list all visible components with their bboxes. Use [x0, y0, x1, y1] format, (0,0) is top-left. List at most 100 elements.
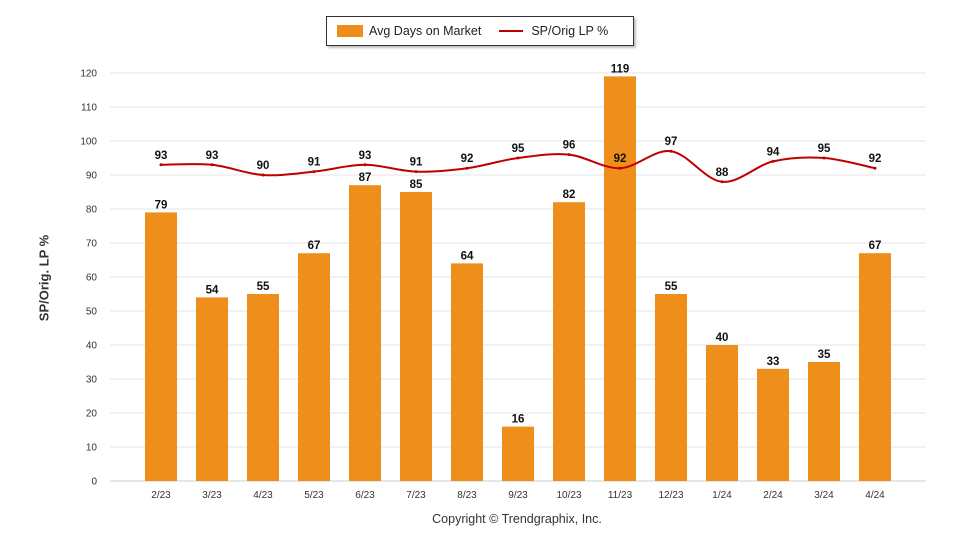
- x-tick-label: 10/23: [556, 490, 581, 501]
- legend: Avg Days on Market SP/Orig LP %: [326, 16, 634, 46]
- bar-data-label: 85: [410, 179, 423, 191]
- bar: [196, 297, 228, 481]
- bar: [145, 212, 177, 481]
- x-tick-label: 11/23: [608, 490, 633, 501]
- bar-data-label: 87: [359, 172, 372, 184]
- line-point: [771, 159, 775, 163]
- legend-item-line: SP/Orig LP %: [481, 24, 608, 38]
- bar: [349, 185, 381, 481]
- y-tick-label: 80: [86, 205, 98, 216]
- line-data-label: 91: [308, 157, 321, 169]
- y-tick-label: 0: [91, 477, 97, 488]
- bar-data-label: 35: [818, 349, 831, 361]
- bar-data-label: 40: [716, 332, 729, 344]
- legend-bar-label: Avg Days on Market: [369, 24, 482, 38]
- y-tick-label: 120: [80, 69, 97, 80]
- line-data-label: 93: [206, 150, 219, 162]
- legend-bar-swatch: [337, 25, 363, 37]
- x-tick-label: 12/23: [658, 490, 683, 501]
- line-point: [669, 149, 673, 153]
- bar: [451, 263, 483, 481]
- line-point: [720, 180, 724, 184]
- y-tick-label: 20: [86, 409, 98, 420]
- legend-line-swatch: [499, 30, 524, 32]
- bar-data-label: 55: [257, 281, 270, 293]
- x-tick-label: 4/23: [253, 490, 273, 501]
- x-tick-label: 1/24: [712, 490, 732, 501]
- line-data-label: 88: [716, 167, 729, 179]
- bar-data-label: 33: [767, 356, 780, 368]
- x-axis-ticks: 2/23 3/23 4/23 5/23 6/23 7/23 8/23 9/23 10/23 11/…: [151, 490, 885, 501]
- bar-data-label: 55: [665, 281, 678, 293]
- y-tick-label: 90: [86, 171, 98, 182]
- bar: [655, 294, 687, 481]
- x-tick-label: 7/23: [406, 490, 426, 501]
- line-point: [159, 163, 163, 167]
- x-tick-label: 2/23: [151, 490, 171, 501]
- y-tick-label: 100: [80, 137, 97, 148]
- x-tick-label: 6/23: [355, 490, 375, 501]
- line-data-label: 91: [410, 157, 423, 169]
- line-point: [363, 163, 367, 167]
- y-axis-ticks: 0 10 20 30 40 50 60 70 80 90 100 110 120: [80, 69, 97, 488]
- bar-data-label: 67: [869, 240, 882, 252]
- line-point: [873, 166, 877, 170]
- x-tick-label: 8/23: [457, 490, 477, 501]
- bar: [604, 76, 636, 482]
- legend-line-label: SP/Orig LP %: [531, 24, 609, 38]
- line-data-label: 94: [767, 146, 780, 158]
- bar-data-label: 67: [308, 240, 321, 252]
- x-tick-label: 2/24: [763, 490, 783, 501]
- y-tick-label: 60: [86, 273, 98, 284]
- line-series: [159, 149, 877, 184]
- line-point: [465, 166, 469, 170]
- bar: [757, 368, 789, 481]
- x-tick-label: 9/23: [508, 490, 528, 501]
- bar: [502, 426, 534, 481]
- y-tick-label: 110: [81, 103, 97, 114]
- line-point: [414, 170, 418, 174]
- line-data-label: 96: [563, 140, 576, 152]
- y-tick-label: 30: [86, 375, 98, 386]
- line-point: [210, 163, 214, 167]
- bar: [859, 253, 891, 481]
- legend-item-bar: Avg Days on Market: [327, 24, 481, 38]
- line-data-label: 92: [461, 153, 474, 165]
- y-tick-label: 70: [86, 239, 98, 250]
- bar-data-labels: 79 54 55 67 87 85 64 16 82 119 55 40 33 35 67: [155, 63, 882, 425]
- y-axis-label: SP/Orig. LP %: [36, 234, 52, 322]
- bar-data-label: 119: [611, 63, 630, 75]
- x-tick-label: 4/24: [865, 490, 885, 501]
- line-point: [822, 156, 826, 160]
- line-data-label: 92: [869, 153, 882, 165]
- line-data-label: 95: [818, 143, 831, 155]
- bar-series: [145, 76, 891, 482]
- y-tick-label: 40: [86, 341, 98, 352]
- bar: [553, 202, 585, 481]
- line-data-label: 93: [359, 150, 372, 162]
- x-tick-label: 3/24: [814, 490, 834, 501]
- line-point: [567, 153, 571, 157]
- copyright-text: Copyright © Trendgraphix, Inc.: [432, 512, 602, 526]
- bar: [400, 192, 432, 481]
- line-data-label: 90: [257, 160, 270, 172]
- line-data-labels: 93 93 90 91 93 91 92 95 96 92 97 88 94 95 92: [155, 136, 882, 179]
- y-tick-label: 50: [86, 307, 98, 318]
- line-point: [312, 170, 316, 174]
- bar-data-label: 79: [155, 199, 168, 211]
- line-point: [516, 156, 520, 160]
- bar: [298, 253, 330, 481]
- bar-data-label: 54: [206, 284, 219, 296]
- bar-data-label: 82: [563, 189, 576, 201]
- line-point: [618, 166, 622, 170]
- bar: [247, 294, 279, 481]
- line-data-label: 95: [512, 143, 525, 155]
- bar: [706, 345, 738, 481]
- bar-data-label: 16: [512, 414, 525, 426]
- bar: [808, 362, 840, 481]
- line-data-label: 92: [614, 153, 627, 165]
- x-tick-label: 3/23: [202, 490, 222, 501]
- line-data-label: 93: [155, 150, 168, 162]
- y-tick-label: 10: [86, 443, 98, 454]
